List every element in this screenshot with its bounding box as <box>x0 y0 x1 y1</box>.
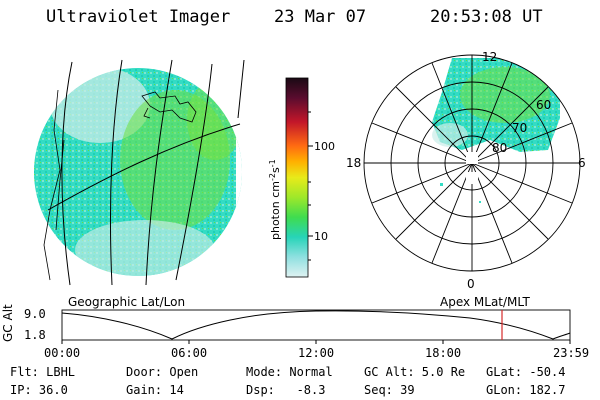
colorbar-tick-10: 10 <box>314 230 328 243</box>
mlt-label-12: 12 <box>482 50 497 64</box>
info-seq: Seq: 39 <box>364 383 415 397</box>
info-glat: GLat: -50.4 <box>486 365 566 379</box>
colorbar: 100 10 photon cm-2s-1 <box>268 77 335 278</box>
header-date: 23 Mar 07 <box>274 7 367 27</box>
polar-plot: 12 18 6 0 60 70 80 <box>346 50 586 291</box>
altitude-xtick-0600: 06:00 <box>171 346 208 360</box>
info-glon: GLon: 182.7 <box>486 383 566 397</box>
mlat-label-60: 60 <box>536 98 551 112</box>
altitude-ytick-low: 1.8 <box>24 328 46 342</box>
colorbar-unit-label: photon cm-2s-1 <box>268 159 282 240</box>
altitude-ylabel: GC Alt <box>1 304 15 342</box>
mlt-label-18: 18 <box>346 156 361 170</box>
info-dsp: Dsp: -8.3 <box>246 383 326 397</box>
info-door: Door: Open <box>126 365 199 379</box>
geo-caption: Geographic Lat/Lon <box>68 295 186 309</box>
info-mode: Mode: Normal <box>246 365 333 379</box>
info-gc-alt: GC Alt: 5.0 Re <box>364 365 466 379</box>
info-gain: Gain: 14 <box>126 383 184 397</box>
colorbar-tick-100: 100 <box>314 140 335 153</box>
mlat-label-70: 70 <box>512 121 527 135</box>
altitude-xtick-1800: 18:00 <box>425 346 462 360</box>
header-time: 20:53:08 UT <box>430 7 543 27</box>
mlt-label-0: 0 <box>467 277 475 291</box>
altitude-plot <box>61 309 571 344</box>
app-title: Ultraviolet Imager <box>46 7 231 27</box>
altitude-ytick-high: 9.0 <box>24 307 46 321</box>
info-ip: IP: 36.0 <box>10 383 68 397</box>
altitude-xtick-2359: 23:59 <box>553 346 590 360</box>
altitude-xtick-0000: 00:00 <box>44 346 81 360</box>
info-filter: Flt: LBHL <box>10 365 76 379</box>
mlt-label-6: 6 <box>578 156 586 170</box>
mlat-label-80: 80 <box>492 141 507 155</box>
geographic-image <box>34 59 245 286</box>
altitude-xtick-1200: 12:00 <box>298 346 335 360</box>
polar-caption: Apex MLat/MLT <box>440 295 530 309</box>
